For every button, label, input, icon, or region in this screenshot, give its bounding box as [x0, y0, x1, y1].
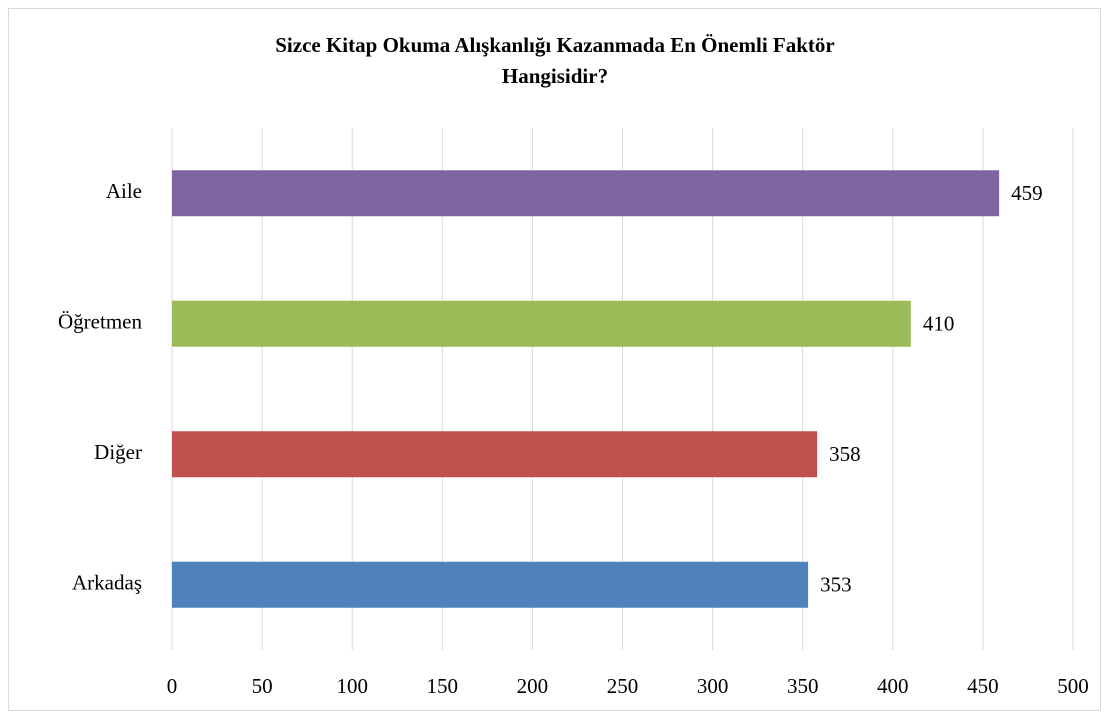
data-label: 353 [820, 573, 852, 597]
x-tick-label: 100 [336, 674, 368, 698]
x-tick-label: 450 [967, 674, 999, 698]
data-label: 410 [923, 312, 955, 336]
x-tick-label: 350 [787, 674, 819, 698]
x-tick-label: 150 [427, 674, 459, 698]
x-tick-label: 250 [607, 674, 639, 698]
x-tick-label: 400 [877, 674, 909, 698]
bar [172, 561, 809, 608]
bar [172, 300, 911, 347]
x-tick-label: 300 [697, 674, 729, 698]
data-label: 358 [829, 442, 861, 466]
chart-border [8, 8, 1101, 711]
y-tick-label: Arkadaş [72, 571, 142, 595]
y-tick-label: Öğretmen [58, 310, 142, 334]
x-tick-label: 500 [1057, 674, 1089, 698]
bar [172, 170, 1000, 217]
y-tick-label: Aile [106, 179, 142, 203]
y-tick-label: Diğer [94, 440, 142, 464]
data-label: 459 [1011, 181, 1042, 205]
x-tick-label: 200 [517, 674, 549, 698]
bar [172, 431, 818, 478]
x-tick-label: 50 [252, 674, 273, 698]
x-tick-label: 0 [167, 674, 178, 698]
chart-title: Sizce Kitap Okuma Alışkanlığı Kazanmada … [275, 33, 835, 88]
